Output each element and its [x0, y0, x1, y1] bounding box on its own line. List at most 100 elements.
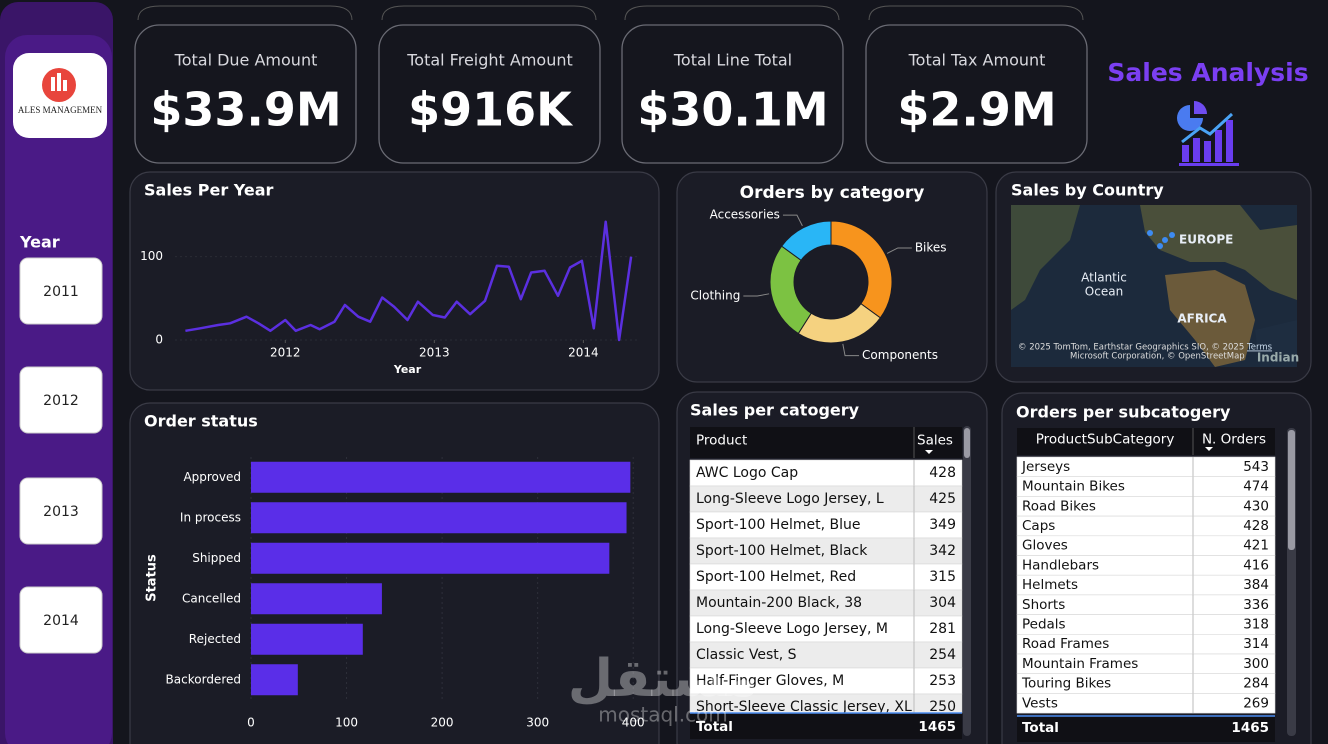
cell-text: Half-Finger Gloves, M: [696, 673, 844, 689]
table-total: [1017, 716, 1275, 742]
watermark: mostaql.com: [598, 703, 728, 727]
column-header: N. Orders: [1202, 432, 1266, 448]
y-tick-label: Cancelled: [182, 591, 241, 605]
table-row: [1016, 693, 1276, 714]
x-tick-label: 2013: [419, 346, 450, 360]
cell-value: 416: [1243, 557, 1269, 573]
x-tick-label: 2014: [568, 346, 599, 360]
map-label: Indian: [1257, 351, 1299, 365]
table-header: [690, 427, 962, 458]
y-tick-label: Rejected: [189, 632, 241, 646]
bar: [251, 502, 627, 534]
chart-title: Sales Per Year: [144, 181, 274, 200]
cell-text: Mountain Bikes: [1022, 479, 1125, 495]
cell-value: 336: [1243, 597, 1269, 613]
x-axis-label: Year: [393, 363, 422, 376]
cell-text: Sport-100 Helmet, Blue: [696, 517, 860, 533]
y-tick-label: Backordered: [166, 672, 241, 686]
map-label: EUROPE: [1179, 233, 1233, 247]
column-header: ProductSubCategory: [1036, 432, 1175, 448]
leader-line: [743, 293, 770, 297]
kpi-card: [621, 24, 844, 164]
cell-value: 254: [929, 647, 956, 663]
scrollbar[interactable]: [963, 426, 971, 736]
cell-text: Pedals: [1022, 616, 1066, 632]
slicer-button[interactable]: [19, 366, 103, 434]
total-label: Total: [1022, 720, 1059, 736]
cell-value: 314: [1243, 636, 1269, 652]
cell-value: 474: [1243, 479, 1269, 495]
cell-text: Short-Sleeve Classic Jersey, XL: [696, 699, 912, 715]
kpi-label: Total Due Amount: [174, 51, 318, 70]
cell-text: Touring Bikes: [1021, 676, 1111, 692]
logo-icon: [57, 73, 61, 91]
slicer-button[interactable]: [19, 477, 103, 545]
cell-text: Caps: [1022, 518, 1055, 534]
sort-icon: [925, 450, 933, 454]
cell-value: 250: [929, 699, 956, 715]
slice-label: Clothing: [690, 289, 740, 303]
map-label: Atlantic: [1081, 271, 1127, 285]
cell-value: 384: [1243, 577, 1269, 593]
kpi-value: $33.9M: [150, 83, 341, 137]
chart-title: Order status: [144, 412, 258, 431]
slicer-label: Year: [19, 233, 60, 252]
title-icon: [1177, 101, 1239, 166]
y-tick-label: Shipped: [192, 551, 241, 565]
panel: [676, 171, 988, 383]
cell-value: 425: [929, 491, 956, 507]
table-row: [689, 511, 963, 539]
cell-text: Jerseys: [1021, 459, 1070, 475]
cell-text: Sport-100 Helmet, Black: [696, 543, 868, 559]
kpi-label: Total Tax Amount: [908, 51, 1046, 70]
table-total: [690, 713, 962, 739]
map-terms: Terms: [1246, 343, 1273, 353]
bar: [251, 583, 382, 615]
map: [1011, 205, 1297, 367]
slice-label: Components: [862, 348, 938, 362]
x-tick-label: 100: [335, 716, 358, 730]
x-tick-label: 2012: [270, 346, 301, 360]
leader-line: [782, 214, 803, 227]
logo-icon: [63, 80, 67, 91]
kpi-label: Total Line Total: [673, 51, 792, 70]
total-value: 1465: [1231, 720, 1269, 736]
cell-value: 253: [929, 673, 956, 689]
y-tick-label: In process: [180, 510, 241, 524]
y-tick-label: 0: [155, 333, 163, 347]
cell-value: 269: [1243, 695, 1269, 711]
cell-value: 300: [1243, 656, 1269, 672]
cell-text: Classic Vest, S: [696, 647, 797, 663]
kpi-value: $30.1M: [637, 83, 828, 137]
slicer-item: 2012: [43, 393, 79, 409]
chart-title: Orders by category: [740, 183, 925, 203]
cell-value: 421: [1243, 538, 1269, 554]
slicer-item: 2014: [43, 613, 79, 629]
bar: [251, 664, 298, 696]
slicer-item: 2013: [43, 504, 79, 520]
cell-text: Vests: [1022, 695, 1058, 711]
map-label: AFRICA: [1177, 312, 1227, 326]
cell-text: Long-Sleeve Logo Jersey, M: [696, 621, 888, 637]
map-attribution: Microsoft Corporation, © OpenStreetMap: [1070, 352, 1245, 362]
table-row: [689, 641, 963, 669]
y-tick-label: Approved: [183, 470, 241, 484]
slice-label: Accessories: [710, 208, 780, 222]
logo-text: ALES MANAGEMEN: [18, 105, 103, 115]
slicer-button[interactable]: [19, 586, 103, 654]
slicer-button[interactable]: [19, 257, 103, 325]
cell-value: 318: [1243, 616, 1269, 632]
cell-text: Helmets: [1022, 577, 1078, 593]
cell-text: Long-Sleeve Logo Jersey, L: [696, 491, 884, 507]
table-row: [689, 615, 963, 643]
pie-slice: [780, 220, 832, 261]
column-header: Product: [696, 433, 747, 449]
scrollbar-thumb[interactable]: [964, 428, 970, 458]
card-back-arc: [381, 5, 597, 21]
scrollbar-thumb[interactable]: [1288, 430, 1295, 550]
total-label: Total: [696, 719, 733, 735]
table-row: [689, 589, 963, 617]
card-back-arc: [868, 5, 1084, 21]
kpi-card: [865, 24, 1088, 164]
